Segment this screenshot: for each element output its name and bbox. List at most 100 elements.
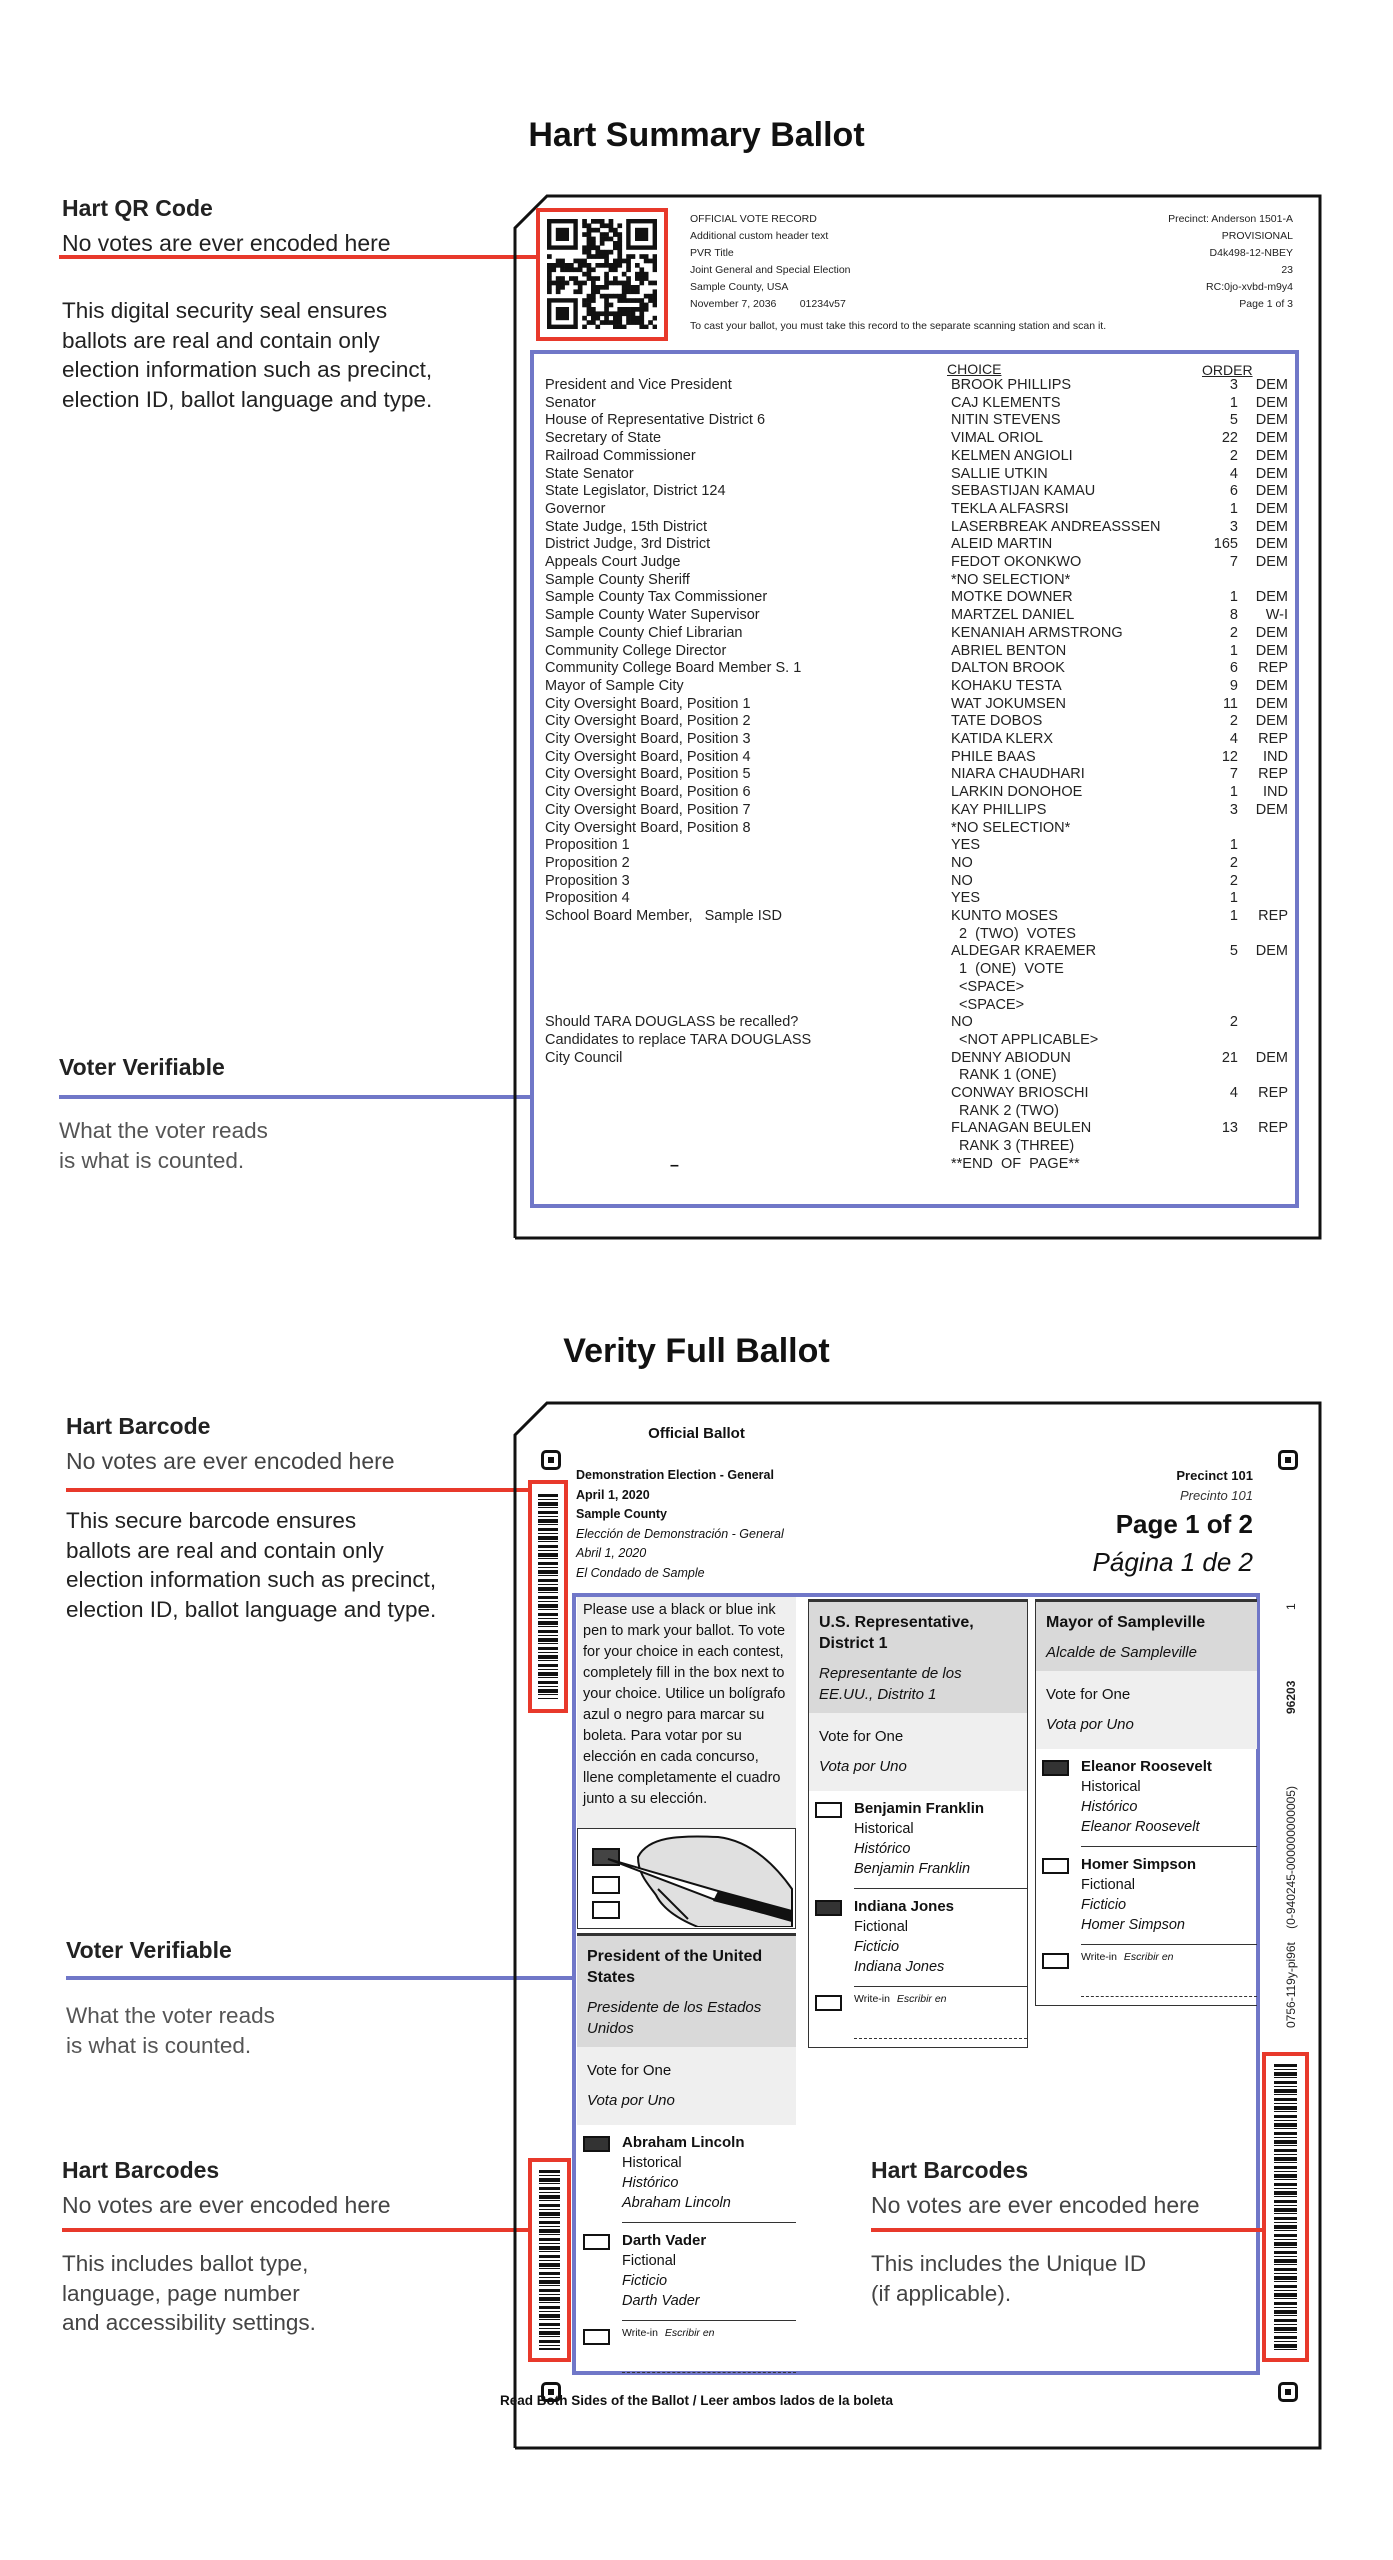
barcode-annotation-description: This secure barcode ensures ballots are … bbox=[66, 1508, 437, 1622]
vote-record-row: City Oversight Board, Position 5 NIARA CH… bbox=[534, 766, 1294, 784]
choice: NO bbox=[951, 854, 973, 871]
contest-name: Appeals Court Judge bbox=[545, 554, 681, 570]
vote-oval-box[interactable] bbox=[815, 1802, 842, 1818]
write-in-line[interactable] bbox=[1081, 1996, 1257, 1997]
ballot-order: 2 bbox=[1229, 624, 1238, 641]
contest-name: Sample County Sheriff bbox=[545, 571, 690, 588]
qr-annotation-title: Hart QR Code bbox=[62, 195, 213, 221]
vote-oval-box[interactable] bbox=[1042, 1858, 1069, 1874]
vote-record-row: Proposition 4 YES 1 bbox=[534, 890, 1294, 908]
write-in-option[interactable]: Write-in Escribir en bbox=[809, 1987, 1027, 2047]
candidate-option[interactable]: Abraham Lincoln Historical Histórico Abr… bbox=[577, 2125, 796, 2223]
barcode-icon bbox=[1274, 2064, 1297, 2350]
party: DEM bbox=[1255, 713, 1288, 730]
party: DEM bbox=[1255, 554, 1288, 570]
ballot-order: 6 bbox=[1229, 660, 1238, 677]
choice: KOHAKU TESTA bbox=[951, 677, 1062, 694]
write-in-label: Write-in bbox=[854, 1993, 890, 2005]
candidate-name: Eleanor Roosevelt bbox=[1081, 1758, 1212, 1775]
vote-oval-box[interactable] bbox=[1042, 1953, 1069, 1969]
party: REP bbox=[1258, 908, 1288, 924]
header-line: Precinct: Anderson 1501-A bbox=[1168, 213, 1293, 225]
candidate-option[interactable]: Eleanor Roosevelt Historical Histórico E… bbox=[1036, 1749, 1257, 1847]
contest-header: Mayor of Sampleville Alcalde de Samplevi… bbox=[1036, 1599, 1257, 1671]
verity-title: Verity Full Ballot bbox=[563, 1332, 830, 1370]
right-barcodes-description: This includes the Unique ID (if applicab… bbox=[871, 2251, 1147, 2306]
contest-name: City Oversight Board, Position 2 bbox=[545, 713, 751, 730]
contest-name: Community College Board Member S. 1 bbox=[545, 660, 802, 677]
choice: TEKLA ALFASRSI bbox=[951, 500, 1069, 517]
ballot-order: 9 bbox=[1229, 677, 1238, 694]
choice: KUNTO MOSES bbox=[951, 908, 1058, 924]
choice: RANK 1 (ONE) bbox=[951, 1067, 1057, 1084]
vote-oval-box[interactable] bbox=[815, 1900, 842, 1916]
timing-mark-icon bbox=[541, 1450, 561, 1470]
contest-name: School Board Member, Sample ISD bbox=[545, 908, 782, 924]
vote-record-row: CONWAY BRIOSCHI 4 REP bbox=[534, 1085, 1294, 1103]
ballot-order: 3 bbox=[1229, 518, 1238, 535]
side-code: 1 bbox=[1284, 1603, 1298, 1610]
candidate-name: Homer Simpson bbox=[1081, 1856, 1197, 1873]
vote-record-row: State Senator SALLIE UTKIN 4 DEM bbox=[534, 466, 1294, 484]
ballot-order: 165 bbox=[1213, 536, 1238, 553]
contest-name: District Judge, 3rd District bbox=[545, 536, 711, 553]
contest-president: President of the United States President… bbox=[577, 1933, 796, 2381]
vote-oval-box[interactable] bbox=[1042, 1760, 1069, 1776]
vote-record-row: Proposition 3 NO 2 bbox=[534, 873, 1294, 891]
vote-for-label: Vote for One bbox=[587, 2062, 672, 2079]
candidate-name-alt: Homer Simpson bbox=[1081, 1917, 1185, 1933]
party: IND bbox=[1263, 784, 1288, 801]
candidate-name-alt: Eleanor Roosevelt bbox=[1081, 1819, 1200, 1835]
header-line: D4k498-12-NBEY bbox=[1209, 247, 1293, 259]
contest-name: City Oversight Board, Position 8 bbox=[545, 819, 751, 836]
vote-record-row: House of Representative District 6 NITIN … bbox=[534, 412, 1294, 430]
ballot-order: 3 bbox=[1229, 801, 1238, 818]
vote-for: Vote for One Vota por Uno bbox=[577, 2047, 796, 2125]
candidate-party-es: Histórico bbox=[622, 2175, 679, 2191]
write-in-option[interactable]: Write-in Escribir en bbox=[577, 2321, 796, 2381]
candidate-name-alt: Indiana Jones bbox=[854, 1959, 945, 1975]
hand-marking-icon bbox=[592, 1835, 793, 1928]
choice: CONWAY BRIOSCHI bbox=[951, 1085, 1089, 1101]
ballot-order: 5 bbox=[1229, 943, 1238, 960]
vote-oval-box[interactable] bbox=[815, 1995, 842, 2011]
party: REP bbox=[1258, 731, 1288, 747]
vote-record-row: City Council DENNY ABIODUN 21 DEM bbox=[534, 1050, 1294, 1068]
vote-oval-box[interactable] bbox=[583, 2234, 610, 2250]
barcodes-annotation-title: Hart Barcodes bbox=[62, 2157, 220, 2183]
page-number-es: Página 1 de 2 bbox=[1092, 1547, 1253, 1578]
divider bbox=[622, 2221, 796, 2223]
party: DEM bbox=[1255, 394, 1288, 411]
contest-name: City Oversight Board, Position 7 bbox=[545, 801, 751, 818]
vote-record-row: FLANAGAN BEULEN 13 REP bbox=[534, 1120, 1294, 1138]
contest-header: U.S. Representative, District 1 Represen… bbox=[809, 1599, 1027, 1713]
voter-verifiable-title: Voter Verifiable bbox=[66, 1937, 232, 1963]
contest-name: Sample County Water Supervisor bbox=[545, 607, 760, 624]
vote-oval-box[interactable] bbox=[583, 2329, 610, 2345]
contest-title-es: Alcalde de Sampleville bbox=[1046, 1644, 1197, 1661]
candidate-party-es: Ficticio bbox=[1081, 1897, 1127, 1913]
candidate-option[interactable]: Homer Simpson Fictional Ficticio Homer S… bbox=[1036, 1847, 1257, 1945]
write-in-line[interactable] bbox=[622, 2372, 796, 2373]
header-line: Page 1 of 3 bbox=[1239, 298, 1293, 310]
contest-name: City Oversight Board, Position 5 bbox=[545, 766, 751, 783]
candidate-option[interactable]: Indiana Jones Fictional Ficticio Indiana… bbox=[809, 1889, 1027, 1987]
party: DEM bbox=[1255, 483, 1288, 500]
vote-record-row: RANK 3 (THREE) bbox=[534, 1138, 1294, 1156]
vote-record-row: Proposition 1 YES 1 bbox=[534, 837, 1294, 855]
vote-record-row: Should TARA DOUGLASS be recalled? NO 2 bbox=[534, 1014, 1294, 1032]
choice: ALDEGAR KRAEMER bbox=[951, 943, 1097, 960]
write-in-option[interactable]: Write-in Escribir en bbox=[1036, 1945, 1257, 2005]
choice-column-header: CHOICE bbox=[947, 361, 1002, 377]
write-in-line[interactable] bbox=[854, 2038, 1027, 2039]
voter-verifiable-description: What the voter reads is what is counted. bbox=[66, 2003, 275, 2058]
candidate-option[interactable]: Darth Vader Fictional Ficticio Darth Vad… bbox=[577, 2223, 796, 2321]
vote-for-label-es: Vota por Uno bbox=[587, 2092, 675, 2109]
candidate-name-alt: Benjamin Franklin bbox=[854, 1861, 971, 1877]
right-barcodes-title: Hart Barcodes bbox=[871, 2157, 1029, 2183]
candidate-option[interactable]: Benjamin Franklin Historical Histórico B… bbox=[809, 1791, 1027, 1889]
vote-oval-box[interactable] bbox=[583, 2136, 610, 2152]
voter-verifiable-description: What the voter reads is what is counted. bbox=[59, 1118, 268, 1173]
choice: KELMEN ANGIOLI bbox=[951, 447, 1073, 464]
choice: RANK 2 (TWO) bbox=[951, 1102, 1059, 1119]
